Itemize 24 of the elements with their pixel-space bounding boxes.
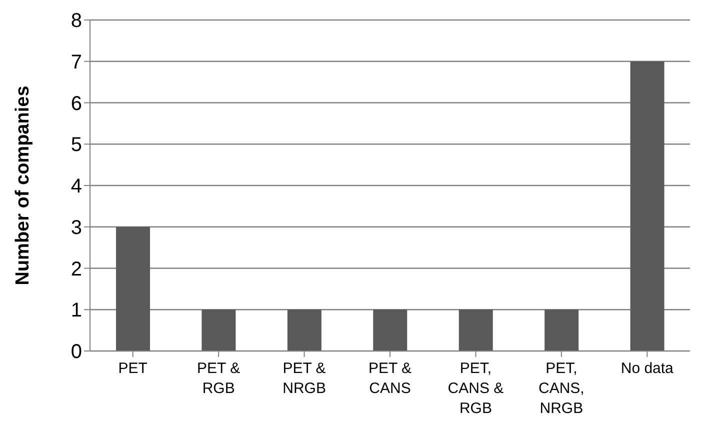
y-tick-label: 2 [70,258,82,280]
x-tick-label: PET, CANS, NRGB [538,360,584,417]
y-axis-title: Number of companies [12,86,34,286]
bar [544,310,579,351]
y-tick-label: 1 [70,300,82,322]
bar [630,61,664,351]
bar [373,310,408,351]
y-tick-label: 7 [70,51,82,74]
x-tick-label: PET, CANS & RGB [448,360,504,417]
y-tick-label: 8 [70,10,82,32]
x-tick-label: PET [118,360,148,377]
bar [202,310,236,351]
x-tick-label: PET & NRGB [282,360,326,397]
y-tick-label: 4 [70,176,82,198]
bar [458,310,493,351]
bar [116,226,150,351]
y-tick-label: 6 [70,92,82,115]
y-tick-label: 5 [70,134,82,156]
x-tick-label: PET & RGB [197,360,240,397]
y-tick-label: 3 [70,216,82,239]
x-tick-label: PET & CANS [368,360,412,397]
bar [287,310,322,351]
x-tick-label: No data [620,360,674,377]
y-tick-label: 0 [70,341,82,364]
